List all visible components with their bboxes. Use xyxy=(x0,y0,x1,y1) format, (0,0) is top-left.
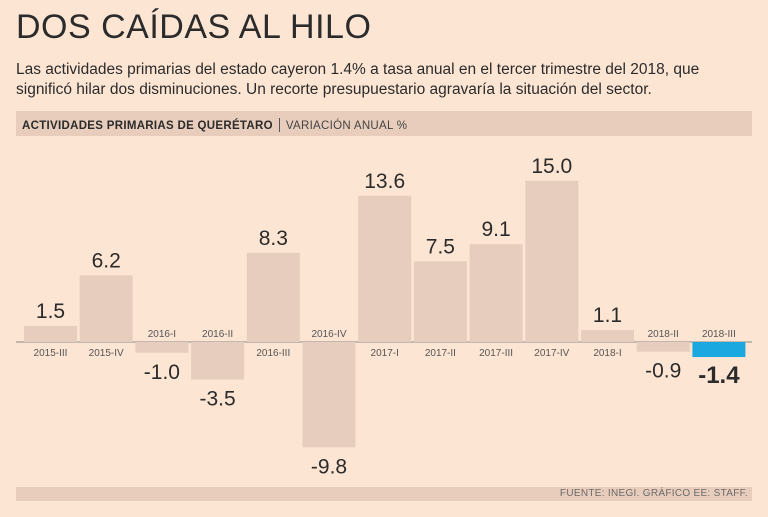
value-label-2018-III: -1.4 xyxy=(698,362,740,389)
value-label-2016-III: 8.3 xyxy=(259,227,288,250)
tick-label-2017-I: 2017-I xyxy=(371,348,399,359)
value-label-2015-III: 1.5 xyxy=(36,300,65,323)
bar-2016-II xyxy=(191,342,245,380)
bar-2015-III xyxy=(24,325,77,342)
bar-2017-II xyxy=(413,261,467,342)
tick-label-2018-III: 2018-III xyxy=(702,329,736,340)
footer-band: FUENTE: INEGI. GRÁFICO EE: STAFF. xyxy=(16,487,752,501)
tick-label-2016-I: 2016-I xyxy=(148,329,176,340)
bar-2016-IV xyxy=(302,342,356,448)
value-label-2016-IV: -9.8 xyxy=(311,455,347,478)
chart-header-label: ACTIVIDADES PRIMARIAS DE QUERÉTARO xyxy=(22,120,273,132)
value-label-2017-IV: 15.0 xyxy=(531,155,572,178)
value-label-2015-IV: 6.2 xyxy=(92,249,121,272)
tick-label-2018-II: 2018-II xyxy=(648,329,679,340)
value-label-2018-I: 1.1 xyxy=(593,304,622,327)
tick-label-2016-III: 2016-III xyxy=(256,348,290,359)
bar-2016-III xyxy=(246,252,300,342)
value-label-2018-II: -0.9 xyxy=(645,360,681,383)
value-label-2016-II: -3.5 xyxy=(200,388,236,411)
tick-label-2017-II: 2017-II xyxy=(425,348,456,359)
chart-title: DOS CAÍDAS AL HILO xyxy=(16,8,372,46)
chart-subtitle: Las actividades primarias del estado cay… xyxy=(16,61,700,98)
bar-2018-I xyxy=(581,330,634,342)
source-note: FUENTE: INEGI. GRÁFICO EE: STAFF. xyxy=(559,488,748,499)
tick-label-2017-IV: 2017-IV xyxy=(534,348,569,359)
value-label-2017-I: 13.6 xyxy=(364,170,405,193)
bar-2017-I xyxy=(358,195,412,342)
bar-2017-IV xyxy=(525,180,579,342)
header-separator xyxy=(278,117,280,132)
chart-header-band: ACTIVIDADES PRIMARIAS DE QUERÉTARO VARIAC… xyxy=(16,111,752,136)
tick-label-2018-I: 2018-I xyxy=(593,348,621,359)
tick-label-2017-III: 2017-III xyxy=(479,348,513,359)
bar-2018-III xyxy=(692,342,746,358)
bar-2015-IV xyxy=(79,275,133,342)
tick-label-2016-II: 2016-II xyxy=(202,329,233,340)
bar-2018-II xyxy=(636,342,690,352)
bar-2016-I xyxy=(135,342,189,353)
chart-unit-label: VARIACIÓN ANUAL % xyxy=(285,120,408,132)
bar-2017-III xyxy=(469,244,523,342)
value-label-2016-I: -1.0 xyxy=(144,361,180,384)
tick-label-2015-IV: 2015-IV xyxy=(89,348,124,359)
tick-label-2016-IV: 2016-IV xyxy=(311,329,346,340)
value-label-2017-II: 7.5 xyxy=(426,235,455,258)
tick-label-2015-III: 2015-III xyxy=(34,348,68,359)
value-label-2017-III: 9.1 xyxy=(481,218,510,241)
